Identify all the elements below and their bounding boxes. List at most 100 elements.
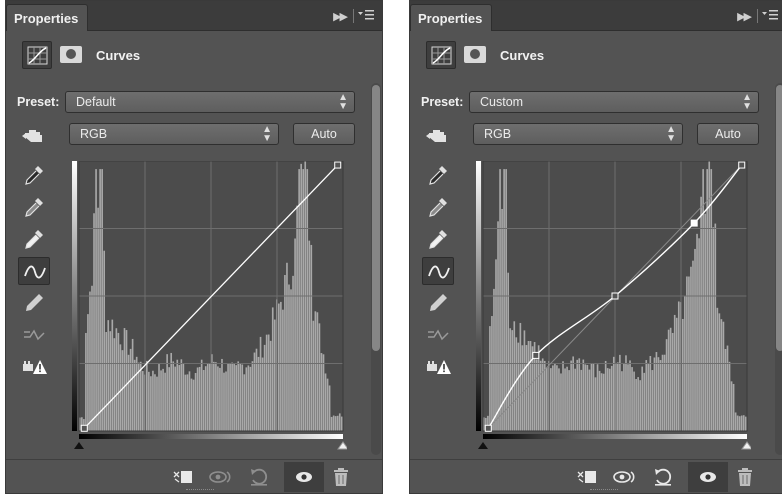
resize-grip[interactable] <box>590 489 618 492</box>
preset-dropdown[interactable]: Custom ▲ ▼ <box>469 91 759 113</box>
histogram-bar <box>215 362 217 431</box>
delete-trash-icon[interactable] <box>736 466 754 488</box>
curve-points-icon[interactable] <box>422 257 454 285</box>
histogram-bar <box>623 363 625 431</box>
curves-graph[interactable] <box>473 161 751 453</box>
panel-scrollbar[interactable] <box>775 83 782 455</box>
histogram-bar <box>249 366 252 431</box>
histogram-bar <box>103 250 105 431</box>
curve-points-icon[interactable] <box>18 257 50 285</box>
histogram-bar <box>314 311 317 431</box>
preset-dropdown[interactable]: Default ▲ ▼ <box>65 91 355 113</box>
histogram-bar <box>292 275 294 431</box>
smooth-curve-icon <box>18 321 50 349</box>
histogram-bar <box>135 356 138 431</box>
histogram-bar <box>180 359 183 431</box>
curve-point <box>80 424 88 432</box>
histogram-bar <box>740 415 743 431</box>
adjustment-type-row: Curves <box>22 41 242 69</box>
scrollbar-thumb[interactable] <box>372 85 380 351</box>
histogram-bar <box>507 272 509 431</box>
panel-menu-icon[interactable] <box>358 9 374 22</box>
target-adjust-hand-icon[interactable] <box>422 123 454 151</box>
view-previous-icon[interactable] <box>612 466 638 488</box>
histogram-bar <box>316 312 319 431</box>
pencil-draw-icon[interactable] <box>422 289 454 317</box>
black-point-slider <box>74 442 84 449</box>
clipping-warning-icon[interactable] <box>18 353 50 381</box>
histogram-bar <box>647 364 650 431</box>
visibility-toggle[interactable] <box>284 462 324 492</box>
histogram-bar <box>686 276 688 431</box>
histogram-bar <box>182 363 185 431</box>
target-adjust-hand-icon[interactable] <box>18 123 50 151</box>
preset-value: Custom <box>480 95 524 109</box>
histogram-bar <box>578 358 581 431</box>
histogram-bar <box>137 362 140 431</box>
histogram-bar <box>217 366 219 431</box>
panel-menu-icon[interactable] <box>762 9 778 22</box>
properties-tab[interactable]: Properties <box>410 4 492 31</box>
histogram-bar <box>320 353 323 431</box>
histogram-bar <box>584 364 587 431</box>
histogram-bar <box>738 416 741 431</box>
gray-point-eyedropper-icon[interactable] <box>422 193 454 221</box>
gray-point-eyedropper-icon[interactable] <box>18 193 50 221</box>
curves-graph[interactable] <box>69 161 347 453</box>
pencil-draw-icon[interactable] <box>18 289 50 317</box>
channel-dropdown[interactable]: RGB ▲ ▼ <box>69 123 279 145</box>
clip-to-layer-icon[interactable] <box>172 466 194 488</box>
histogram-bar <box>99 169 101 431</box>
reset-icon[interactable] <box>652 466 674 488</box>
properties-tab[interactable]: Properties <box>6 4 88 31</box>
visibility-toggle[interactable] <box>688 462 728 492</box>
histogram-bar <box>194 372 197 431</box>
auto-button[interactable]: Auto <box>697 123 759 145</box>
delete-trash-icon[interactable] <box>332 466 350 488</box>
view-previous-icon[interactable] <box>208 466 234 488</box>
channel-value: RGB <box>80 127 108 141</box>
histogram-bar <box>154 374 156 431</box>
white-point-eyedropper-icon[interactable] <box>18 225 50 253</box>
channel-dropdown[interactable]: RGB ▲ ▼ <box>473 123 683 145</box>
histogram-bar <box>552 365 554 431</box>
histogram-bar <box>243 374 246 431</box>
histogram-bar <box>545 367 548 431</box>
white-point-eyedropper-icon[interactable] <box>422 225 454 253</box>
clip-to-layer-icon[interactable] <box>576 466 598 488</box>
curves-adjustment-icon[interactable] <box>22 41 52 69</box>
reset-icon[interactable] <box>248 466 270 488</box>
curve-point <box>334 161 342 169</box>
histogram-bar <box>543 360 546 431</box>
histogram-bar <box>714 223 717 431</box>
resize-grip[interactable] <box>186 489 214 492</box>
histogram-bar <box>133 359 136 431</box>
curves-adjustment-icon[interactable] <box>426 41 456 69</box>
collapse-panel-icon[interactable]: ▶▶ <box>737 11 752 23</box>
panel-tab-bar: Properties ▶▶ <box>410 1 782 31</box>
panel-scrollbar[interactable] <box>371 83 381 455</box>
histogram-bar <box>716 307 719 431</box>
layer-mask-icon[interactable] <box>464 46 486 63</box>
histogram-bar <box>572 356 574 431</box>
histogram-bar <box>541 358 544 431</box>
histogram-bar <box>635 379 637 431</box>
histogram-bar <box>192 379 195 431</box>
input-gradient-bar <box>483 434 747 439</box>
scrollbar-thumb[interactable] <box>776 85 782 351</box>
collapse-panel-icon[interactable]: ▶▶ <box>333 11 348 23</box>
histogram-bar <box>97 207 99 431</box>
layer-mask-icon[interactable] <box>60 46 82 63</box>
black-point-eyedropper-icon[interactable] <box>422 161 454 189</box>
black-point-eyedropper-icon[interactable] <box>18 161 50 189</box>
histogram-bar <box>85 332 87 431</box>
histogram-bar <box>273 319 276 431</box>
histogram-bar <box>615 362 617 431</box>
panel-bottom-toolbar <box>6 459 382 493</box>
histogram-bar <box>227 363 229 431</box>
histogram-bar <box>704 213 706 431</box>
auto-button[interactable]: Auto <box>293 123 355 145</box>
histogram-bar <box>521 345 524 431</box>
histogram-bar <box>645 360 648 431</box>
clipping-warning-icon[interactable] <box>422 353 454 381</box>
